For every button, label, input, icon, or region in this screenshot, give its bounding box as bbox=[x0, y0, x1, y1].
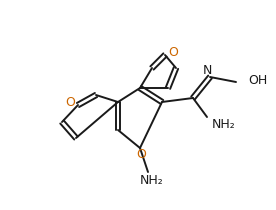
Text: N: N bbox=[202, 64, 212, 77]
Text: O: O bbox=[168, 46, 178, 59]
Text: NH₂: NH₂ bbox=[140, 173, 164, 186]
Text: O: O bbox=[65, 96, 75, 109]
Text: O: O bbox=[136, 148, 146, 161]
Text: NH₂: NH₂ bbox=[212, 118, 236, 130]
Text: OH: OH bbox=[248, 75, 267, 88]
